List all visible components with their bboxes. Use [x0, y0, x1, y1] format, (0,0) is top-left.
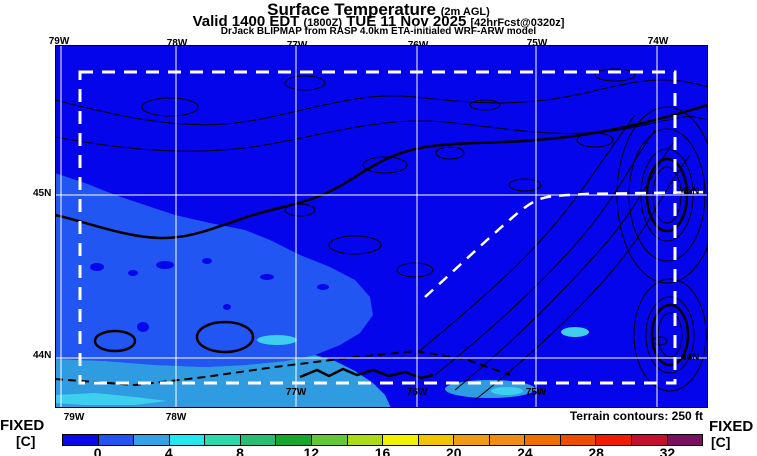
lon-label-top-74w: 74W: [647, 36, 669, 47]
lat-label-right-45n: 45N: [681, 186, 700, 197]
title-text: Surface Temperature: [267, 0, 436, 19]
terrain-contours-heavy: [54, 103, 709, 380]
fixed-scale-label-left: FIXED: [0, 417, 45, 434]
colorbar-segment: [98, 435, 135, 445]
valid-fcst: [42hrFcst@0320z]: [470, 17, 565, 29]
fixed-scale-label-right: FIXED: [709, 418, 754, 435]
temp-fill-cyan-strip: [55, 393, 167, 405]
colorbar-tick: 24: [517, 445, 533, 456]
lat-label-left-44n: 44N: [33, 350, 52, 361]
colorbar-segment: [560, 435, 597, 445]
lon-label-bottom-76w: 76W: [406, 387, 428, 398]
colorbar-tick: 32: [659, 445, 676, 456]
colorbar-segment: [347, 435, 384, 445]
colorbar-segment: [240, 435, 277, 445]
valid-time-line: Valid 1400 EDT (1800Z) TUE 11 Nov 2025 […: [0, 13, 757, 30]
colorbar-tick-labels: 0 4 8 12 16 20 24 28 32: [62, 445, 703, 456]
temp-fill-light-blue: [55, 355, 391, 408]
valid-prefix: Valid 1400 EDT: [192, 13, 300, 30]
temp-fill-cold-spots: [90, 258, 329, 332]
colorbar-tick: 8: [236, 445, 244, 456]
terrain-contours: [54, 68, 718, 401]
colorbar-tick: 16: [374, 445, 391, 456]
colorbar-segment: [169, 435, 206, 445]
domain-box-dashed: [78, 70, 677, 385]
valid-date: TUE 11 Nov 2025: [346, 13, 467, 30]
colorbar-segment: [667, 435, 703, 445]
surface-temperature-map[interactable]: 77W 76W 75W: [54, 45, 718, 408]
colorbar-segment: [632, 435, 668, 445]
colorbar-segment: [383, 435, 419, 445]
title-unit: (2m AGL): [440, 6, 490, 18]
colorbar-segment: [418, 435, 455, 445]
lon-label-top-79w: 79W: [48, 36, 70, 47]
page-title: Surface Temperature (2m AGL): [0, 0, 757, 20]
colorbar-tick: 20: [445, 445, 462, 456]
colorbar-segment: [596, 435, 632, 445]
map-canvas: [54, 45, 718, 408]
colorbar-tick: 28: [588, 445, 604, 456]
colorbar-segment: [276, 435, 312, 445]
lon-label-top-78w: 78W: [166, 38, 188, 49]
units-label-right: [C]: [711, 434, 731, 450]
colorbar-tick: 12: [303, 445, 320, 456]
colorbar-segment: [205, 435, 241, 445]
lon-label-below-79w: 79W: [63, 412, 85, 423]
lon-label-bottom-77w: 77W: [285, 387, 307, 398]
colorbar-tick: 4: [164, 445, 173, 456]
model-attribution-line: DrJack BLIPMAP from RASP 4.0km ETA-initi…: [220, 26, 537, 37]
colorbar-segment: [63, 435, 99, 445]
colorbar-segment: [134, 435, 170, 445]
lon-label-below-78w: 78W: [165, 412, 187, 423]
colorbar-segment: [489, 435, 526, 445]
colorbar: [62, 434, 703, 446]
colorbar-segment: [525, 435, 561, 445]
temp-fill-medium-blue: [55, 173, 373, 367]
valid-zulu: (1800Z): [303, 17, 343, 29]
colorbar-tick: 0: [93, 445, 102, 456]
lat-label-left-45n: 45N: [33, 188, 52, 199]
temp-fill-cyan-patch: [491, 387, 523, 395]
temp-fill-cyan-patch: [257, 335, 297, 345]
terrain-contour-note: Terrain contours: 250 ft: [569, 409, 703, 423]
lon-label-top-75w: 75W: [526, 38, 548, 49]
colorbar-segment: [311, 435, 348, 445]
colorbar-segment: [454, 435, 490, 445]
border-dashed-white: [424, 190, 709, 298]
temp-fill-cyan-patch: [561, 327, 589, 337]
lon-label-bottom-75w: 75W: [525, 387, 547, 398]
lat-label-right-44n: 44N: [681, 352, 700, 363]
map-frame: [55, 45, 708, 408]
units-label-left: [C]: [16, 433, 36, 449]
